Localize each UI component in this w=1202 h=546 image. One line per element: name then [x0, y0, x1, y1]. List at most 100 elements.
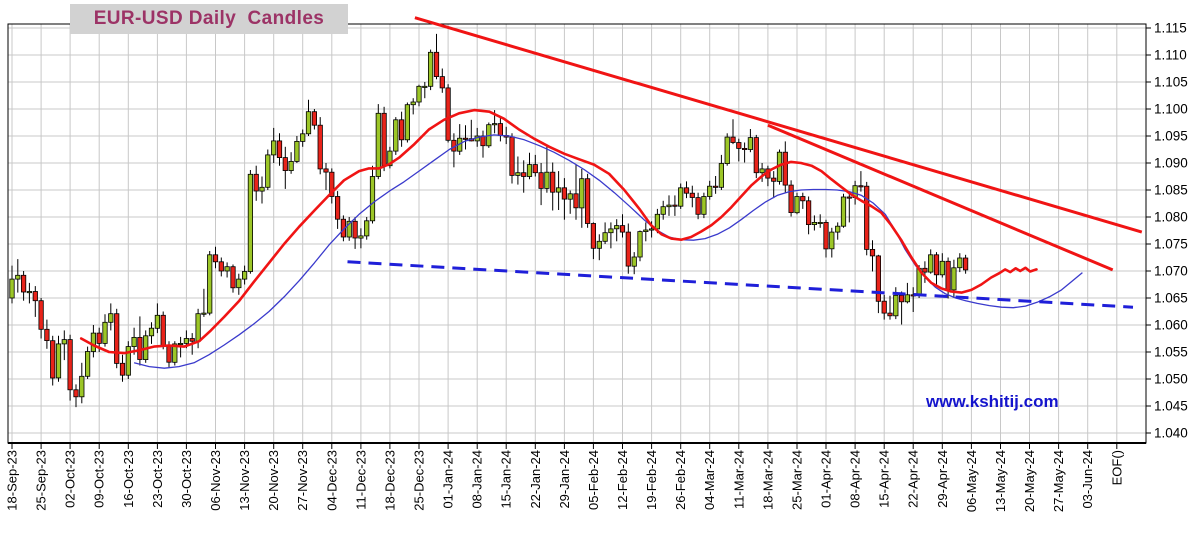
candle: [480, 130, 486, 158]
x-axis-label: 13-May-24: [993, 450, 1008, 512]
candle: [457, 124, 463, 155]
candle: [701, 192, 707, 219]
x-axis-label: 29-Apr-24: [935, 450, 950, 508]
candle: [532, 154, 538, 177]
candle: [631, 252, 637, 275]
candle: [590, 222, 597, 260]
x-axis-label: 08-Apr-24: [848, 450, 863, 508]
candle: [753, 134, 759, 179]
candle: [840, 193, 847, 228]
candle: [602, 222, 608, 244]
x-axis-label: 06-Nov-23: [208, 450, 223, 511]
y-axis-label: 1.040: [1154, 426, 1188, 441]
candle: [125, 341, 131, 379]
candle: [352, 217, 358, 249]
x-axis-label: 27-May-24: [1051, 450, 1066, 512]
candle: [736, 138, 742, 162]
x-axis-label: 25-Dec-23: [412, 450, 427, 511]
candle: [230, 264, 236, 293]
descending-resistance-upper: [414, 16, 1143, 234]
candle: [218, 257, 224, 277]
candle: [427, 49, 434, 91]
candle: [835, 222, 841, 240]
descending-resistance-lower: [767, 123, 1114, 272]
x-axis-label: 04-Mar-24: [702, 450, 717, 510]
candle: [561, 178, 568, 220]
y-axis-label: 1.110: [1154, 48, 1187, 63]
candle: [160, 311, 166, 350]
candle: [410, 98, 416, 115]
y-axis-label: 1.105: [1154, 75, 1188, 90]
candle: [375, 104, 381, 180]
x-axis-label: 18-Dec-23: [382, 450, 397, 511]
red-ma-line: [79, 108, 1038, 355]
x-axis-label: 26-Feb-24: [673, 450, 688, 510]
candle: [67, 334, 73, 401]
x-axis-label: 18-Mar-24: [760, 450, 775, 510]
candle: [800, 192, 806, 209]
x-axis-label: 05-Feb-24: [586, 450, 601, 510]
x-axis-label: 08-Jan-24: [470, 450, 485, 509]
candle: [666, 195, 672, 216]
candle: [957, 253, 963, 273]
candle: [939, 253, 945, 278]
support-trendline: [347, 260, 1134, 309]
candle: [782, 141, 788, 193]
x-axis-label: 29-Jan-24: [557, 450, 572, 509]
candle: [259, 176, 265, 204]
candle: [26, 282, 33, 304]
candle: [9, 265, 15, 304]
candle: [317, 117, 323, 175]
y-axis-label: 1.070: [1154, 264, 1188, 279]
candle: [660, 200, 666, 220]
x-axis-label: 30-Oct-23: [179, 450, 194, 508]
x-axis-label: 19-Feb-24: [644, 450, 659, 510]
candle: [38, 298, 44, 339]
candle: [439, 68, 445, 93]
candle: [526, 152, 533, 180]
candle: [771, 171, 777, 199]
x-axis-label: EOF(): [1109, 450, 1124, 485]
candle: [433, 33, 440, 80]
candle: [788, 180, 794, 217]
candle: [718, 154, 725, 190]
candle: [614, 219, 620, 242]
candle: [404, 102, 411, 143]
y-axis-label: 1.060: [1154, 318, 1188, 333]
y-axis-label: 1.080: [1154, 210, 1188, 225]
candle: [201, 288, 207, 317]
candle: [678, 183, 684, 209]
candle: [276, 133, 283, 166]
x-axis-label: 15-Apr-24: [877, 450, 892, 508]
candle: [224, 262, 230, 278]
candle: [899, 291, 905, 325]
candle: [689, 185, 695, 208]
x-axis-label: 09-Oct-23: [92, 450, 107, 508]
candle: [369, 165, 376, 224]
candle: [742, 142, 748, 163]
blue-ma-line: [133, 134, 1083, 369]
candle: [364, 217, 370, 240]
candle: [20, 271, 27, 301]
candle: [811, 215, 818, 231]
candle: [79, 362, 85, 404]
y-axis-label: 1.050: [1154, 372, 1188, 387]
candle: [236, 273, 242, 295]
watermark: www.kshitij.com: [926, 392, 1059, 411]
candle: [933, 252, 940, 285]
candle: [928, 249, 934, 274]
candle: [846, 192, 852, 223]
candle: [608, 222, 614, 249]
candle: [85, 346, 91, 379]
candle: [143, 330, 149, 363]
candle: [114, 308, 120, 369]
candle: [794, 192, 800, 215]
candle: [212, 246, 219, 269]
candle: [468, 119, 474, 142]
x-axis-label: 16-Oct-23: [121, 450, 136, 508]
x-axis-label: 22-Apr-24: [906, 450, 921, 508]
candle: [398, 111, 405, 147]
x-axis-label: 11-Dec-23: [353, 450, 368, 510]
